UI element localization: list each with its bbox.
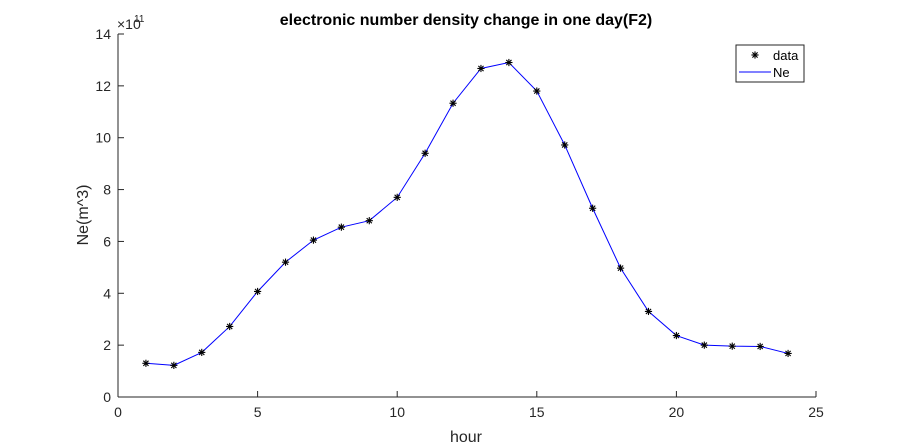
data-point <box>561 141 569 149</box>
plot-area <box>118 34 816 397</box>
x-axis-label: hour <box>450 429 483 446</box>
x-tick-label: 10 <box>389 404 405 420</box>
chart-title: electronic number density change in one … <box>280 12 653 29</box>
y-axis-label: Ne(m^3) <box>75 185 92 246</box>
y-tick-label: 14 <box>95 26 111 42</box>
data-point <box>337 223 345 231</box>
legend-label: Ne <box>773 65 790 80</box>
x-tick-label: 25 <box>808 404 824 420</box>
data-point <box>644 307 653 316</box>
axes <box>117 34 816 398</box>
x-tick-label: 15 <box>529 404 545 420</box>
data-point <box>198 348 206 357</box>
y-tick-label: 4 <box>103 285 111 301</box>
data-point <box>533 87 541 95</box>
data-point <box>170 361 178 369</box>
data-point <box>589 204 597 212</box>
data-point <box>449 99 457 107</box>
y-tick-label: 6 <box>103 233 111 249</box>
y-axis-ticks: 0 2 4 6 8 10 12 14 <box>95 26 124 405</box>
data-point <box>784 349 792 358</box>
data-point <box>672 331 680 340</box>
series-layer <box>142 58 792 369</box>
y-axis-multiplier: ×10 11 <box>117 14 145 32</box>
legend-entry-data: data <box>751 48 799 63</box>
y-tick-label: 10 <box>95 130 111 146</box>
data-point <box>616 264 625 272</box>
y-tick-label: 12 <box>95 78 111 94</box>
y-tick-label: 8 <box>103 182 111 198</box>
x-tick-label: 5 <box>254 404 262 420</box>
data-point <box>281 258 290 266</box>
y-multiplier-exponent: 11 <box>134 14 145 25</box>
legend-marker-symbol <box>751 51 759 59</box>
y-multiplier-base: ×10 <box>117 16 141 32</box>
data-point <box>756 342 764 351</box>
legend-entry-ne: Ne <box>739 65 790 80</box>
data-point <box>421 149 429 157</box>
legend-label: data <box>773 48 799 63</box>
series-line-ne <box>145 61 789 366</box>
legend-box <box>735 44 805 83</box>
x-axis-ticks: 0 5 10 15 20 25 <box>114 391 824 420</box>
data-point <box>226 322 234 331</box>
legend: data Ne <box>735 44 805 83</box>
x-tick-label: 0 <box>114 404 122 420</box>
x-tick-label: 20 <box>669 404 685 420</box>
data-point <box>142 359 150 367</box>
data-point <box>700 341 708 349</box>
data-point <box>254 287 262 296</box>
data-point <box>505 58 513 67</box>
data-point <box>365 217 373 225</box>
data-point <box>393 193 401 201</box>
y-tick-label: 0 <box>103 389 111 405</box>
y-tick-label: 2 <box>103 337 111 353</box>
data-point <box>477 64 485 73</box>
data-point <box>728 342 736 350</box>
data-point <box>309 236 318 244</box>
